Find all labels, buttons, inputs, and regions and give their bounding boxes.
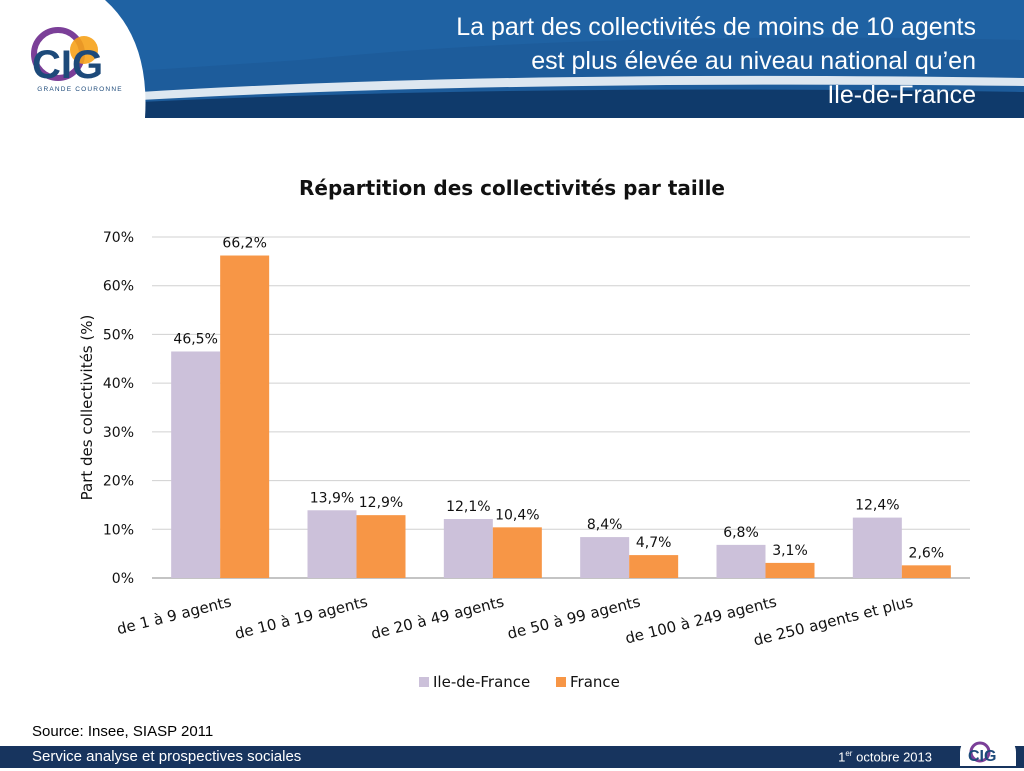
bar-france [901, 565, 951, 578]
data-label: 12,4% [855, 498, 899, 514]
logo-subtitle: GRANDE COURONNE [37, 86, 123, 93]
bar-france [765, 562, 815, 578]
y-tick-label: 40% [103, 376, 134, 392]
bar-ile-de-france [852, 517, 902, 578]
slide-title-line: La part des collectivités de moins de 10… [456, 13, 976, 41]
slide-title: La part des collectivités de moins de 10… [276, 10, 976, 112]
x-tick-label: de 20 à 49 agents [369, 592, 506, 642]
source-note: Source: Insee, SIASP 2011 [32, 723, 214, 740]
footer-department: Service analyse et prospectives sociales [32, 748, 302, 765]
data-label: 8,4% [587, 517, 623, 533]
bar-chart: 0% 10% 20% 30% 40% 50% 60% 70% Part des collecti… [78, 230, 970, 691]
y-tick-label: 10% [103, 522, 134, 538]
x-tick-label: de 10 à 19 agents [233, 592, 370, 642]
bar-france [492, 527, 542, 578]
bar-france [356, 515, 406, 578]
slide-header: CIG GRANDE COURONNE La part des collecti… [0, 0, 1024, 118]
logo-text: CIG [32, 43, 103, 87]
footer-logo-text: CIG [968, 748, 996, 765]
bar-ile-de-france [443, 519, 493, 578]
bar-france [220, 255, 270, 579]
y-tick-label: 70% [103, 230, 134, 246]
data-label: 10,4% [495, 507, 539, 523]
legend-swatch [556, 677, 566, 687]
data-label: 3,1% [772, 543, 808, 559]
y-tick-label: 0% [112, 571, 134, 587]
legend-label: France [570, 673, 620, 691]
slide-title-line: est plus élevée au niveau national qu’en [531, 47, 976, 75]
footer-logo: CIG [960, 736, 1016, 766]
x-tick-label: de 50 à 99 agents [505, 592, 642, 642]
footer-date-sup: er [845, 749, 853, 758]
data-label: 2,6% [909, 545, 945, 561]
y-axis-label: Part des collectivités (%) [78, 315, 96, 501]
y-tick-label: 60% [103, 279, 134, 295]
bar-ile-de-france [716, 544, 766, 578]
x-tick-label: de 1 à 9 agents [115, 592, 233, 638]
slide-footer: Service analyse et prospectives sociales… [0, 736, 1024, 768]
bar-ile-de-france [171, 351, 221, 578]
header-banner [0, 0, 1024, 118]
y-tick-label: 20% [103, 474, 134, 490]
data-label: 4,7% [636, 535, 672, 551]
bar-france [629, 555, 679, 578]
data-label: 46,5% [173, 331, 217, 347]
cig-logo: CIG [28, 20, 132, 100]
legend-swatch [419, 677, 429, 687]
data-label: 12,1% [446, 499, 490, 515]
y-tick-label: 50% [103, 327, 134, 343]
legend-label: Ile-de-France [433, 673, 530, 691]
data-label: 13,9% [310, 490, 354, 506]
bar-ile-de-france [580, 537, 630, 578]
y-tick-label: 30% [103, 425, 134, 441]
footer-date-rest: octobre 2013 [852, 749, 932, 765]
data-label: 12,9% [359, 495, 403, 511]
bar-ile-de-france [307, 510, 357, 578]
data-label: 6,8% [723, 525, 759, 541]
slide-title-line: Ile-de-France [827, 81, 976, 109]
footer-date-day: 1 [838, 749, 846, 765]
data-label: 66,2% [222, 236, 266, 252]
chart-title: Répartition des collectivités par taille [298, 176, 725, 200]
footer-date: 1er octobre 2013 [838, 749, 932, 764]
